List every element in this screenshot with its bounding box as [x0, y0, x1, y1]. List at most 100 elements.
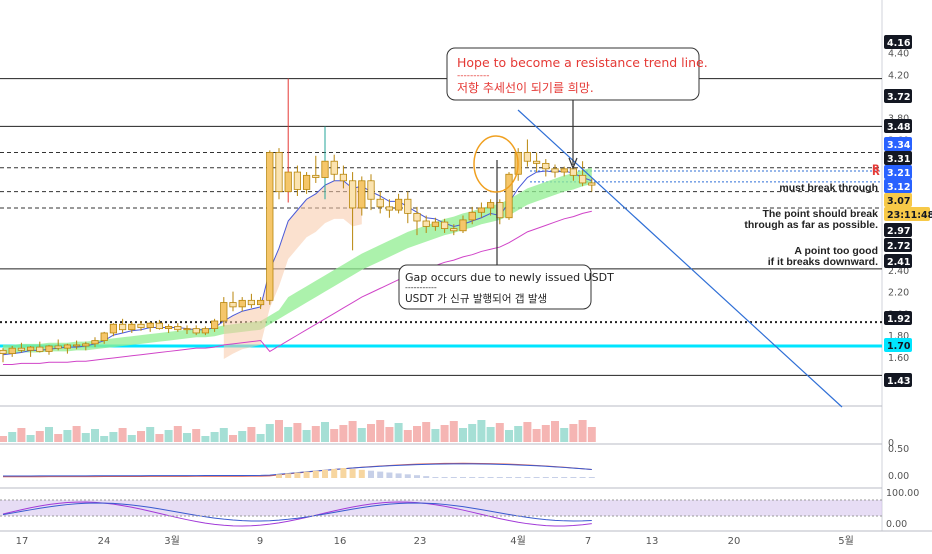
- candle-39: [358, 176, 366, 216]
- annotation-must-break: must break through: [779, 182, 878, 194]
- candle-body-18: [164, 326, 173, 330]
- macd-hist-44: [404, 474, 411, 478]
- price-badge-1: 3.72: [884, 89, 912, 103]
- candle-body-33: [302, 174, 311, 190]
- volume-bar-49: [449, 421, 458, 442]
- macd-hist-35: [322, 469, 328, 478]
- candle-body-11: [100, 332, 108, 341]
- candle-32: [293, 165, 302, 196]
- volume-bar-64: [587, 427, 596, 442]
- price-badge-2: 3.48: [884, 119, 912, 133]
- price-badge-label-12: 1.92: [887, 314, 910, 325]
- candle-body-36: [330, 160, 338, 175]
- x-tick-3: 9: [257, 536, 263, 547]
- candle-30: [275, 148, 283, 200]
- price-badge-label-2: 3.48: [887, 122, 911, 133]
- candle-body-17: [155, 322, 163, 330]
- price-badge-bg-5: [884, 165, 912, 179]
- price-badge-label-8: 23:11:48: [887, 210, 932, 221]
- price-badge-label-7: 3.07: [887, 196, 910, 207]
- candle-body-52: [477, 207, 486, 213]
- price-badge-8: 23:11:48: [884, 207, 932, 221]
- macd-hist-58: [533, 477, 540, 478]
- candle-46: [422, 215, 430, 233]
- x-tick-6: 4월: [510, 535, 526, 547]
- candle-15: [137, 320, 145, 331]
- macd-hist-62: [570, 477, 577, 478]
- candle-body-31: [284, 171, 292, 193]
- candle-body-28: [256, 299, 265, 306]
- macd-hist-53: [487, 477, 494, 478]
- volume-bar-44: [403, 430, 412, 442]
- candle-body-3: [26, 346, 35, 351]
- candle-11: [100, 331, 108, 344]
- volume-bar-27: [247, 427, 256, 442]
- candle-23: [210, 318, 219, 332]
- volume-bar-60: [551, 421, 559, 442]
- candle-body-61: [560, 168, 568, 173]
- price-badge-bg-3: [884, 137, 912, 151]
- price-tick-1: 4.20: [888, 70, 909, 81]
- macd-tick-1: 0.00: [888, 471, 909, 482]
- price-badge-label-1: 3.72: [887, 92, 910, 103]
- candle-body-22: [201, 328, 209, 334]
- volume-bar-11: [100, 436, 109, 442]
- candle-body-53: [486, 202, 495, 209]
- annotation-resistance: Hope to become a resistance trend line. …: [446, 47, 708, 170]
- candle-63: [579, 161, 587, 187]
- rsi-signal-line: [2, 502, 592, 522]
- r-marker-1: R: [872, 167, 880, 178]
- volume-bar-24: [219, 428, 228, 442]
- macd-hist-54: [496, 477, 503, 478]
- candle-body-35: [321, 160, 329, 178]
- candle-49: [450, 224, 458, 236]
- candle-body-12: [109, 323, 117, 334]
- candle-body-25: [229, 302, 237, 308]
- candle-body-63: [579, 174, 587, 184]
- candle-57: [523, 139, 532, 167]
- candle-body-48: [440, 221, 449, 230]
- x-tick-9: 20: [728, 536, 741, 547]
- candle-24: [220, 297, 228, 327]
- candle-19: [174, 323, 182, 332]
- candle-body-58: [533, 160, 541, 164]
- candle-41: [376, 191, 384, 214]
- price-tick-0: 4.40: [888, 49, 909, 60]
- macd-hist-60: [552, 477, 558, 478]
- price-badge-bg-6: [884, 179, 912, 193]
- candle-6: [54, 339, 62, 351]
- candle-21: [192, 325, 200, 336]
- price-badge-13: 1.70: [884, 338, 912, 352]
- candle-36: [330, 154, 338, 181]
- candle-body-44: [404, 198, 412, 214]
- price-badge-bg-8: [884, 207, 930, 221]
- macd-hist-64: [588, 477, 595, 478]
- candle-body-55: [505, 173, 513, 219]
- price-badge-label-14: 1.43: [887, 376, 910, 387]
- candle-29: [266, 150, 274, 305]
- candle-48: [440, 218, 449, 233]
- candle-body-30: [275, 152, 283, 193]
- candle-body-4: [36, 346, 44, 352]
- volume-bar-10: [91, 429, 99, 442]
- price-badge-bg-0: [884, 35, 912, 49]
- candle-body-32: [293, 171, 302, 190]
- volume-bar-29: [265, 424, 274, 442]
- candle-64: [588, 178, 596, 192]
- x-tick-7: 7: [585, 536, 591, 547]
- annotation-point-break-line2: through as far as possible.: [744, 219, 878, 231]
- volume-bar-6: [54, 434, 63, 442]
- volume-bar-50: [459, 428, 467, 442]
- x-tick-8: 13: [646, 536, 659, 547]
- volume-bar-13: [118, 428, 127, 442]
- macd-hist-42: [386, 472, 393, 478]
- volume-tick-0: 0: [888, 438, 894, 449]
- macd-hist-32: [294, 472, 301, 478]
- x-tick-5: 23: [414, 536, 427, 547]
- price-badge-4: 3.31: [884, 151, 912, 165]
- volume-bar-38: [348, 421, 357, 442]
- volume-bar-53: [486, 427, 495, 442]
- rsi-tick-1: 0.00: [886, 519, 907, 530]
- macd-hist-46: [423, 476, 430, 478]
- rsi-band: [0, 500, 882, 516]
